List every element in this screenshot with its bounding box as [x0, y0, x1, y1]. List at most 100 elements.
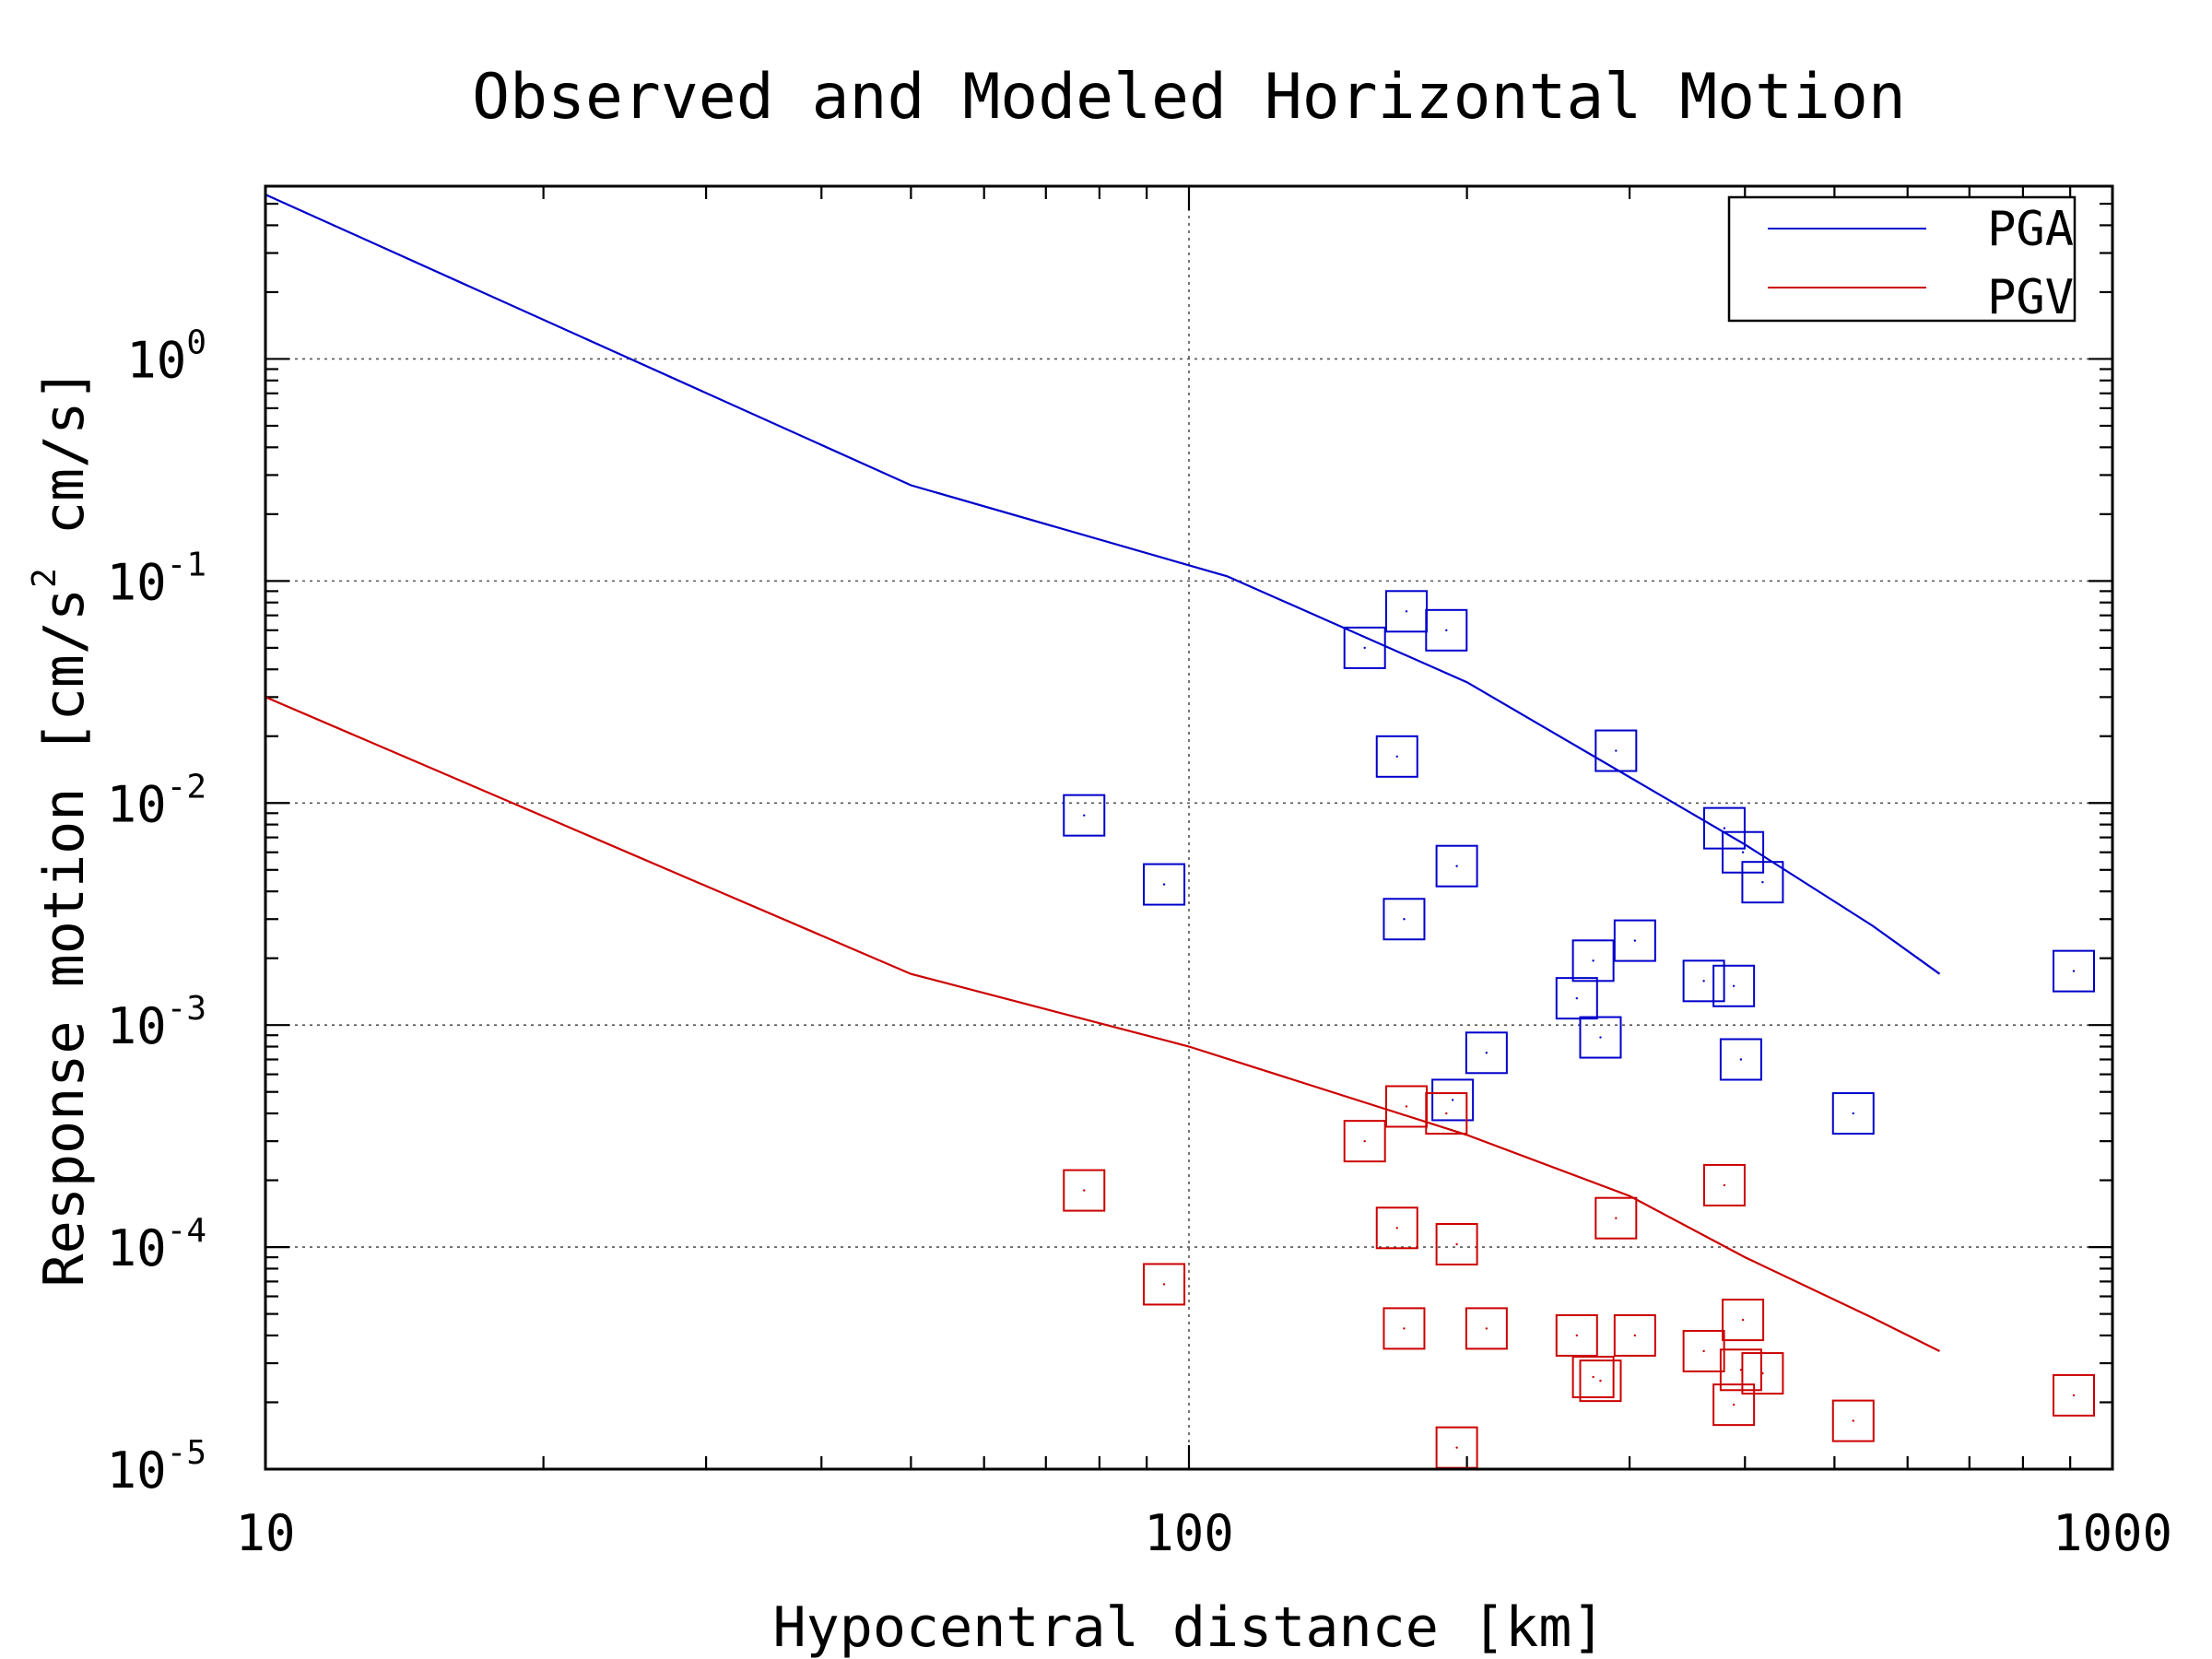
legend-label-pgv: PGV	[1987, 270, 2074, 325]
marker-dot-pga	[1403, 918, 1406, 921]
y-tick-label: 10-1	[107, 546, 206, 611]
marker-pgv	[1571, 1356, 1615, 1399]
marker-dot-pgv	[1363, 1139, 1366, 1143]
marker-pgv	[1465, 1307, 1508, 1350]
y-axis-label: Response motion [cm/s2 cm/s]	[26, 368, 97, 1287]
marker-dot-pga	[1741, 851, 1745, 853]
marker-pgv	[1712, 1383, 1756, 1427]
marker-pga	[1831, 1092, 1875, 1135]
marker-dot-pgv	[1615, 1217, 1618, 1219]
marker-dot-pga	[1732, 984, 1735, 987]
y-tick-base: 10	[107, 775, 167, 833]
y-tick-label: 10-4	[107, 1212, 206, 1277]
marker-dot-pga	[1615, 749, 1618, 752]
marker-pgv	[2053, 1373, 2096, 1417]
y-tick-base: 10	[107, 1441, 167, 1500]
marker-dot-pgv	[1723, 1183, 1726, 1187]
marker-pga	[1579, 1016, 1622, 1059]
marker-dot-pga	[1363, 646, 1366, 650]
marker-dot-pga	[1455, 865, 1458, 867]
marker-dot-pgv	[1455, 1242, 1458, 1246]
marker-pgv	[1343, 1120, 1386, 1163]
data-markers	[1063, 590, 2096, 1469]
x-tick-labels: 10 100 1000	[235, 1504, 2172, 1562]
marker-pgv	[1555, 1313, 1598, 1357]
marker-dot-pgv	[1405, 1105, 1408, 1108]
marker-pga	[1594, 729, 1638, 772]
marker-dot-pgv	[1732, 1403, 1735, 1406]
marker-dot-pga	[2072, 970, 2076, 972]
marker-dot-pga	[1599, 1036, 1602, 1039]
marker-pga	[1435, 844, 1478, 888]
marker-pgv	[1702, 1163, 1746, 1206]
marker-dot-pga	[1445, 629, 1448, 632]
marker-dot-pgv	[1575, 1334, 1578, 1337]
marker-dot-pgv	[1162, 1283, 1166, 1286]
marker-dot-pgv	[1485, 1327, 1488, 1330]
x-axis-label: Hypocentral distance [km]	[772, 1595, 1605, 1659]
marker-dot-pga	[1761, 880, 1764, 884]
marker-pgv	[1579, 1359, 1622, 1403]
marker-pga	[1571, 939, 1615, 982]
marker-dot-pga	[1575, 996, 1578, 1000]
marker-dot-pga	[1162, 883, 1166, 886]
marker-pga	[1613, 919, 1656, 962]
marker-pga	[1343, 626, 1386, 669]
marker-dot-pga	[1405, 610, 1408, 613]
plot-frame	[264, 184, 2114, 1471]
marker-dot-pgv	[1445, 1112, 1448, 1115]
y-tick-base: 10	[107, 997, 167, 1055]
y-tick-base: 10	[107, 553, 167, 611]
y-tick-exponent: -5	[167, 1434, 206, 1472]
marker-pgv	[1741, 1352, 1784, 1395]
marker-dot-pga	[1395, 755, 1398, 759]
x-tick-label: 10	[235, 1504, 295, 1562]
marker-pga	[1425, 608, 1468, 652]
marker-dot-pgv	[1599, 1379, 1602, 1382]
y-tick-exponent: -2	[167, 768, 206, 806]
marker-pga	[1375, 735, 1418, 778]
marker-dot-pgv	[1083, 1189, 1086, 1192]
marker-dot-pgv	[1395, 1227, 1398, 1230]
x-tick-label: 100	[1144, 1504, 1234, 1562]
model-line-pgv	[265, 696, 1940, 1352]
y-tick-exponent: 0	[186, 324, 206, 361]
marker-pgv	[1425, 1092, 1468, 1135]
legend-box	[1727, 195, 2077, 323]
marker-pgv	[1719, 1348, 1762, 1392]
marker-dot-pgv	[1852, 1419, 1854, 1422]
chart-title: Observed and Modeled Horizontal Motion	[472, 61, 1906, 134]
y-tick-label: 10-5	[107, 1434, 206, 1500]
marker-dot-pgv	[2072, 1394, 2076, 1397]
marker-dot-pgv	[1702, 1349, 1705, 1353]
legend: PGA PGV	[1727, 195, 2077, 325]
marker-pga	[1382, 898, 1426, 941]
marker-pgv	[1722, 1299, 1765, 1342]
marker-pga	[1682, 959, 1725, 1003]
marker-dot-pga	[1592, 959, 1594, 962]
marker-dot-pgv	[1741, 1318, 1745, 1322]
marker-pga	[1702, 806, 1746, 850]
marker-pga	[1712, 964, 1756, 1007]
marker-pgv	[1682, 1329, 1725, 1372]
marker-pgv	[1382, 1307, 1426, 1350]
marker-dot-pgv	[1633, 1334, 1637, 1337]
y-tick-label: 100	[126, 324, 206, 389]
marker-pga	[1143, 863, 1186, 906]
y-tick-label: 10-2	[107, 768, 206, 833]
marker-pga	[1741, 861, 1784, 904]
y-tick-base: 10	[107, 1219, 167, 1277]
marker-dot-pga	[1702, 980, 1705, 982]
marker-dot-pga	[1852, 1112, 1854, 1115]
y-tick-exponent: -1	[167, 546, 206, 583]
y-tick-exponent: -3	[167, 990, 206, 1028]
marker-dot-pgv	[1455, 1446, 1458, 1449]
legend-label-pga: PGA	[1987, 202, 2074, 257]
marker-dot-pgv	[1403, 1327, 1406, 1330]
y-axis-label-superscript: 2	[26, 568, 64, 588]
marker-pga	[1555, 977, 1598, 1020]
y-tick-base: 10	[126, 331, 186, 389]
marker-dot-pgv	[1592, 1375, 1594, 1379]
